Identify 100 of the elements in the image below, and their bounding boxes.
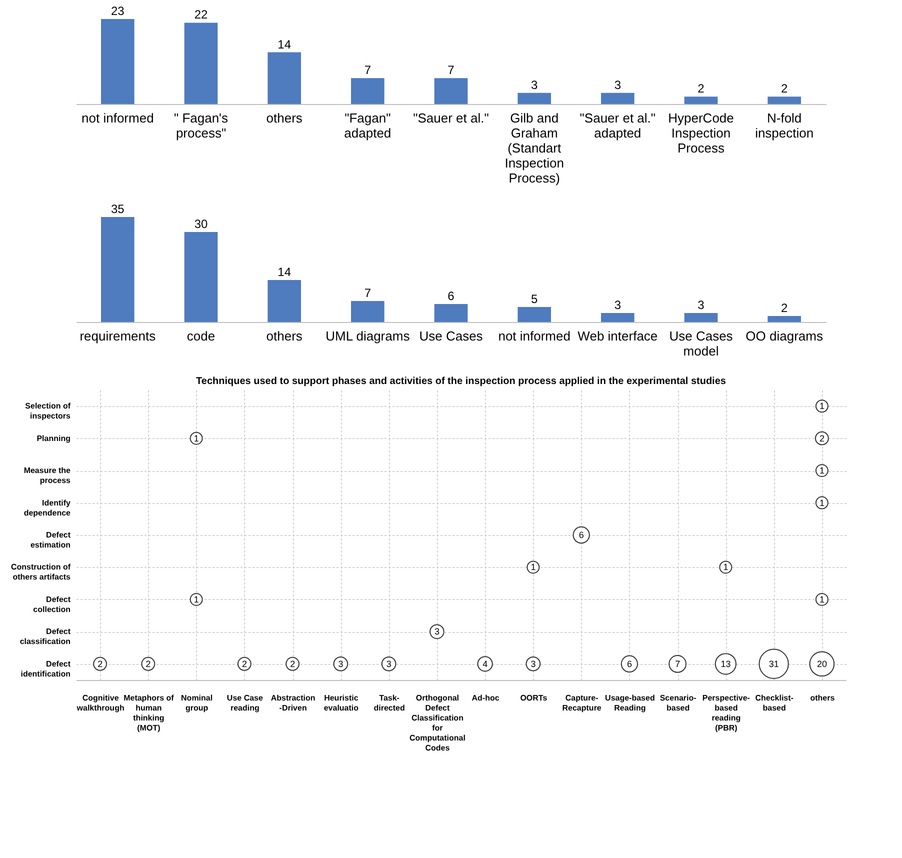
data-label: 22 bbox=[194, 8, 208, 22]
x-tick-label: OORTs bbox=[520, 694, 548, 702]
x-tick-label: " Fagan's process" bbox=[174, 110, 229, 140]
data-label: 2 bbox=[242, 658, 247, 669]
x-tick-label: requirements bbox=[80, 328, 156, 344]
x-tick-label: Use Cases model bbox=[669, 328, 734, 358]
bar bbox=[601, 313, 634, 322]
x-tick-label: HyperCode Inspection Process bbox=[668, 110, 734, 156]
bar bbox=[601, 92, 634, 104]
data-label: 6 bbox=[578, 530, 584, 540]
x-tick-label: "Sauer et al." bbox=[413, 110, 490, 126]
y-tick-label: Measure the process bbox=[24, 466, 72, 486]
y-tick-label: Identify dependence bbox=[24, 498, 72, 518]
data-label: 3 bbox=[530, 78, 538, 92]
x-tick-label: OO diagrams bbox=[746, 328, 824, 344]
data-label: 3 bbox=[698, 298, 705, 312]
x-tick-label: Orthogonal Defect Classification for Computational Codes bbox=[409, 694, 466, 752]
x-tick-label: not informed bbox=[498, 328, 570, 344]
x-tick-label: Checklist-based bbox=[755, 694, 794, 712]
x-tick-label: not informed bbox=[82, 110, 154, 126]
data-label: 31 bbox=[768, 658, 779, 669]
y-tick-label: Defect identification bbox=[20, 659, 71, 678]
x-tick-label: N-fold inspection bbox=[755, 110, 814, 140]
y-tick-label: Planning bbox=[36, 434, 71, 443]
data-label: 3 bbox=[434, 626, 440, 637]
y-tick-label: Defect classification bbox=[20, 627, 71, 646]
bar bbox=[351, 78, 384, 104]
x-tick-label: Gilb and Graham (Standart Inspection Process) bbox=[504, 110, 564, 186]
data-label: 14 bbox=[278, 37, 292, 52]
x-tick-label: Ad-hoc bbox=[472, 694, 500, 702]
x-tick-label: "Fagan" adapted bbox=[344, 110, 392, 140]
data-label: 20 bbox=[816, 658, 827, 669]
data-label: 5 bbox=[530, 292, 538, 306]
bar bbox=[768, 316, 801, 322]
data-label: 35 bbox=[110, 202, 125, 216]
bar bbox=[684, 96, 718, 104]
data-label: 3 bbox=[614, 78, 622, 92]
data-label: 13 bbox=[720, 658, 731, 669]
x-tick-label: UML diagrams bbox=[326, 328, 410, 344]
bar bbox=[768, 96, 801, 104]
data-label: 3 bbox=[614, 298, 622, 312]
x-tick-label: others bbox=[810, 694, 836, 702]
data-label: 1 bbox=[723, 562, 728, 572]
data-label: 3 bbox=[386, 658, 392, 669]
bar bbox=[518, 92, 551, 104]
bar bbox=[434, 304, 468, 322]
y-tick-label: Defect estimation bbox=[30, 530, 71, 550]
x-tick-label: Abstraction -Driven bbox=[270, 694, 316, 712]
x-tick-label: Usage-based Reading bbox=[605, 694, 655, 712]
data-label: 14 bbox=[278, 265, 292, 279]
data-label: 2 bbox=[780, 301, 788, 315]
x-tick-label: code bbox=[186, 328, 216, 344]
data-label: 7 bbox=[364, 286, 372, 300]
data-label: 4 bbox=[482, 658, 488, 669]
x-tick-label: "Sauer et al." adapted bbox=[580, 110, 656, 140]
x-tick-label: others bbox=[266, 110, 303, 126]
data-label: 6 bbox=[448, 289, 455, 303]
x-tick-label: Use Cases bbox=[419, 328, 484, 344]
x-tick-label: Use Case reading bbox=[226, 694, 264, 712]
x-tick-label: Metaphors of human thinking (MOT) bbox=[124, 694, 174, 732]
data-label: 7 bbox=[675, 658, 680, 669]
data-label: 3 bbox=[338, 658, 344, 669]
x-tick-label: Perspective-based reading (PBR) bbox=[702, 694, 750, 732]
bar bbox=[351, 301, 384, 322]
bar bbox=[268, 280, 301, 322]
x-tick-label: Heuristic evaluatio bbox=[324, 694, 359, 712]
x-tick-label: Task-directed bbox=[374, 694, 405, 712]
x-tick-label: others bbox=[266, 328, 303, 344]
data-label: 23 bbox=[110, 4, 125, 18]
data-label: 1 bbox=[819, 594, 824, 604]
x-tick-label: Capture-Recapture bbox=[562, 694, 602, 712]
bar bbox=[434, 78, 468, 104]
data-label: 3 bbox=[530, 658, 536, 669]
data-label: 1 bbox=[819, 466, 824, 476]
data-label: 30 bbox=[194, 217, 208, 231]
data-label: 2 bbox=[98, 658, 103, 669]
data-label: 1 bbox=[194, 594, 199, 604]
y-tick-label: Defect collection bbox=[33, 594, 71, 614]
bar bbox=[684, 313, 718, 322]
x-tick-label: Web interface bbox=[578, 328, 658, 344]
data-label: 7 bbox=[364, 63, 372, 78]
bar bbox=[101, 217, 134, 322]
bar bbox=[184, 22, 218, 104]
bar bbox=[101, 19, 134, 104]
data-label: 1 bbox=[819, 498, 824, 508]
x-tick-label: Scenario-based bbox=[660, 694, 697, 712]
data-label: 6 bbox=[626, 658, 632, 669]
data-label: 2 bbox=[819, 433, 824, 444]
x-tick-label: Nominal group bbox=[181, 694, 213, 712]
y-tick-label: Selection of inspectors bbox=[25, 402, 72, 421]
data-label: 1 bbox=[194, 433, 199, 444]
data-label: 1 bbox=[819, 401, 824, 412]
x-tick-label: Cognitive walkthrough bbox=[76, 694, 124, 712]
y-tick-label: Construction of others artifacts bbox=[10, 562, 72, 582]
data-label: 2 bbox=[290, 658, 296, 669]
data-label: 1 bbox=[530, 562, 536, 572]
data-label: 2 bbox=[780, 82, 788, 96]
data-label: 2 bbox=[698, 82, 705, 96]
bar bbox=[268, 52, 301, 104]
data-label: 7 bbox=[448, 63, 455, 78]
